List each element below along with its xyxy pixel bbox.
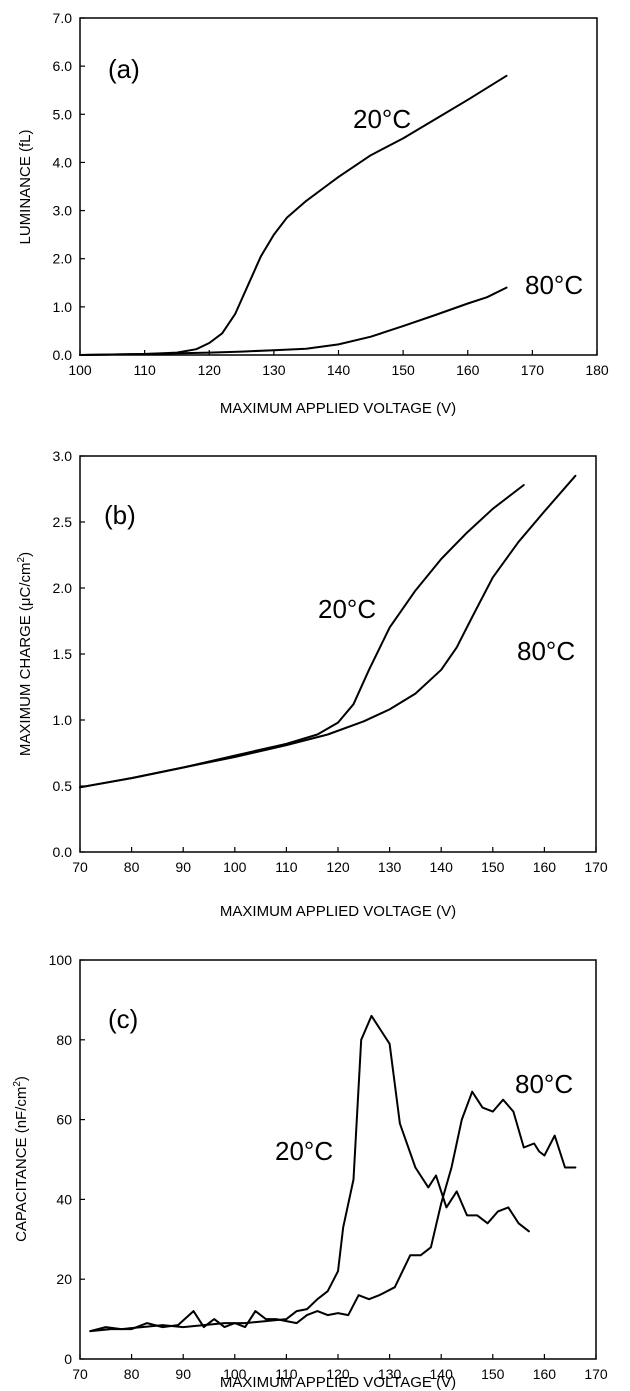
y-tick-label: 2.5 bbox=[53, 514, 73, 530]
series-label-80c: 80°C bbox=[525, 270, 583, 300]
y-axis-title-end: ) bbox=[17, 552, 34, 557]
x-tick-label: 80 bbox=[124, 859, 140, 875]
y-tick-label: 0 bbox=[64, 1351, 72, 1367]
x-tick-label: 170 bbox=[521, 362, 545, 378]
y-tick-label: 3.0 bbox=[53, 448, 73, 464]
x-tick-label: 140 bbox=[430, 1366, 454, 1382]
x-tick-label: 120 bbox=[326, 859, 350, 875]
x-tick-label: 100 bbox=[68, 362, 92, 378]
x-tick-label: 120 bbox=[326, 1366, 350, 1382]
x-tick-label: 70 bbox=[72, 859, 88, 875]
x-tick-label: 120 bbox=[198, 362, 222, 378]
panel-label: (c) bbox=[108, 1004, 138, 1034]
y-tick-label: 7.0 bbox=[53, 10, 73, 26]
axis-ticks bbox=[79, 17, 598, 356]
series-layer bbox=[89, 1014, 577, 1333]
x-tick-label: 160 bbox=[533, 1366, 557, 1382]
panel-c: 70 80 90 100 110 120 130 140 150 160 170 0 20 40 60 80 1… bbox=[12, 952, 608, 1391]
series-label-80c: 80°C bbox=[517, 636, 575, 666]
tick-labels: 100 110 120 130 140 150 160 170 180 0.0 1.0 2.0 3.0 4… bbox=[53, 10, 609, 378]
y-tick-label: 2.0 bbox=[53, 580, 73, 596]
series-line-20c bbox=[79, 74, 508, 356]
y-axis-title: MAXIMUM CHARGE (μC/cm2) bbox=[16, 552, 34, 756]
x-tick-label: 100 bbox=[223, 859, 247, 875]
plot-frame bbox=[79, 17, 598, 356]
series-line-20c bbox=[89, 1014, 530, 1333]
y-tick-label: 5.0 bbox=[53, 106, 73, 122]
series-line-80c bbox=[89, 1090, 577, 1333]
x-axis-title: MAXIMUM APPLIED VOLTAGE (V) bbox=[220, 1374, 456, 1391]
y-tick-label: 1.0 bbox=[53, 299, 73, 315]
panel-b: 70 80 90 100 110 120 130 140 150 160 170 0.0 0.5 1.0 1… bbox=[16, 448, 608, 920]
y-axis-title: CAPACITANCE (nF/cm2) bbox=[12, 1076, 30, 1242]
x-tick-label: 180 bbox=[585, 362, 609, 378]
series-layer bbox=[79, 474, 577, 789]
series-label-80c: 80°C bbox=[515, 1069, 573, 1099]
panel-label: (a) bbox=[108, 54, 140, 84]
y-axis-title-main: CAPACITANCE (nF/cm bbox=[13, 1087, 30, 1242]
y-tick-label: 1.5 bbox=[53, 646, 73, 662]
x-tick-label: 80 bbox=[124, 1366, 140, 1382]
tick-labels: 70 80 90 100 110 120 130 140 150 160 170 0 20 40 60 80 1… bbox=[49, 952, 608, 1382]
x-tick-label: 160 bbox=[533, 859, 557, 875]
y-axis-title-end: ) bbox=[13, 1076, 30, 1081]
x-tick-label: 110 bbox=[275, 1366, 298, 1382]
series-layer bbox=[79, 74, 508, 356]
x-tick-label: 150 bbox=[481, 1366, 505, 1382]
tick-labels: 70 80 90 100 110 120 130 140 150 160 170 0.0 0.5 1.0 1… bbox=[53, 448, 608, 875]
x-tick-label: 130 bbox=[262, 362, 286, 378]
series-label-20c: 20°C bbox=[318, 594, 376, 624]
x-axis-title: MAXIMUM APPLIED VOLTAGE (V) bbox=[220, 903, 456, 920]
x-tick-label: 130 bbox=[378, 859, 402, 875]
x-tick-label: 90 bbox=[175, 1366, 191, 1382]
series-line-80c bbox=[79, 474, 577, 789]
x-tick-label: 90 bbox=[175, 859, 191, 875]
y-tick-label: 0.0 bbox=[53, 347, 73, 363]
y-axis-title: LUMINANCE (fL) bbox=[17, 129, 34, 244]
y-tick-label: 3.0 bbox=[53, 203, 73, 219]
x-tick-label: 160 bbox=[456, 362, 480, 378]
x-tick-label: 70 bbox=[72, 1366, 88, 1382]
x-tick-label: 140 bbox=[327, 362, 351, 378]
plot-frame bbox=[79, 959, 597, 1360]
series-label-20c: 20°C bbox=[353, 104, 411, 134]
panel-label: (b) bbox=[104, 500, 136, 530]
x-tick-label: 150 bbox=[481, 859, 505, 875]
y-tick-label: 0.0 bbox=[53, 844, 73, 860]
series-line-80c bbox=[79, 286, 508, 356]
y-tick-label: 60 bbox=[56, 1112, 72, 1128]
y-tick-label: 4.0 bbox=[53, 154, 73, 170]
x-tick-label: 100 bbox=[223, 1366, 247, 1382]
y-tick-label: 1.0 bbox=[53, 712, 73, 728]
y-tick-label: 0.5 bbox=[53, 778, 73, 794]
axis-ticks bbox=[79, 959, 597, 1360]
y-tick-label: 20 bbox=[56, 1271, 72, 1287]
panel-a: 100 110 120 130 140 150 160 170 180 0.0 1.0 2.0 3.0 4… bbox=[17, 10, 609, 417]
y-tick-label: 80 bbox=[56, 1032, 72, 1048]
x-tick-label: 170 bbox=[584, 1366, 608, 1382]
x-tick-label: 110 bbox=[133, 362, 156, 378]
x-axis-title: MAXIMUM APPLIED VOLTAGE (V) bbox=[220, 400, 456, 417]
x-tick-label: 140 bbox=[430, 859, 454, 875]
x-tick-label: 150 bbox=[391, 362, 415, 378]
x-tick-label: 110 bbox=[275, 859, 298, 875]
y-tick-label: 40 bbox=[56, 1191, 72, 1207]
x-tick-label: 130 bbox=[378, 1366, 402, 1382]
x-tick-label: 170 bbox=[584, 859, 608, 875]
y-tick-label: 6.0 bbox=[53, 58, 73, 74]
y-tick-label: 100 bbox=[49, 952, 73, 968]
y-axis-title-superscript: 2 bbox=[16, 556, 27, 562]
y-tick-label: 2.0 bbox=[53, 251, 73, 267]
series-label-20c: 20°C bbox=[275, 1136, 333, 1166]
y-axis-title-superscript: 2 bbox=[12, 1081, 23, 1087]
y-axis-title-main: MAXIMUM CHARGE (μC/cm bbox=[17, 562, 34, 756]
